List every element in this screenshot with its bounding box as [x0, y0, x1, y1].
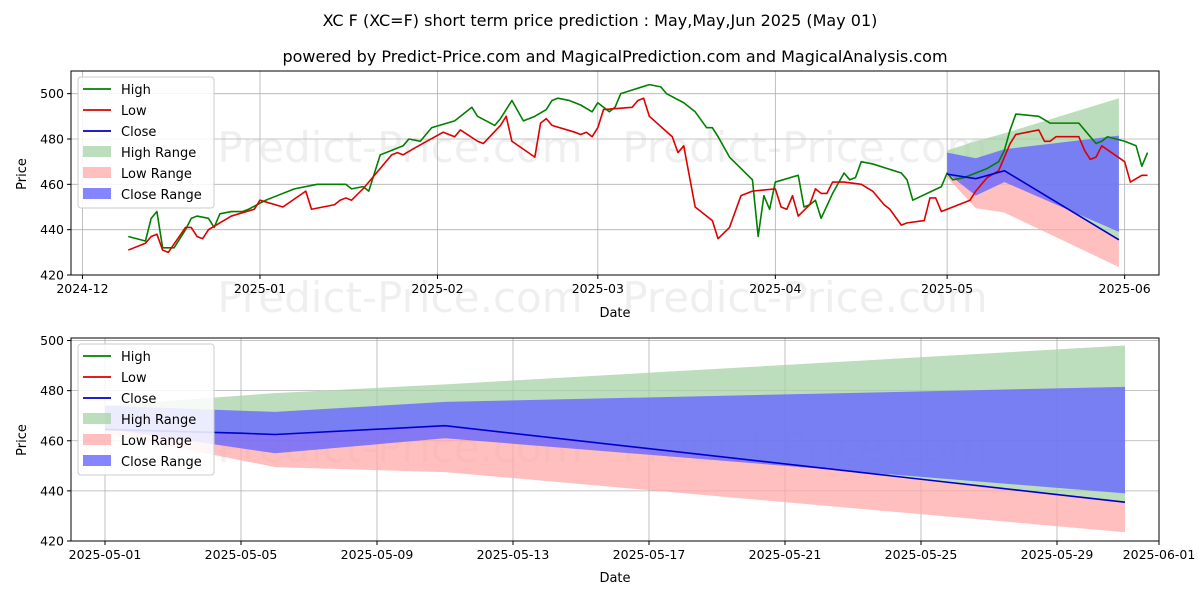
- low-range-area: [105, 425, 1125, 533]
- legend-label: Close: [121, 392, 156, 407]
- y-axis-label: Price: [15, 424, 30, 456]
- range-areas: [947, 98, 1119, 268]
- legend-swatch: [83, 146, 111, 157]
- legend-swatch: [83, 434, 111, 445]
- x-tick-label: 2025-05-17: [613, 547, 686, 562]
- x-tick-label: 2025-04: [749, 281, 801, 296]
- legend-label: Low Range: [121, 434, 192, 449]
- x-tick-label: 2025-05-13: [477, 547, 550, 562]
- x-axis-label: Date: [599, 306, 630, 321]
- watermark: Predict-Price.com: [622, 273, 987, 322]
- y-tick-label: 420: [40, 534, 64, 549]
- high-series-line: [128, 83, 1149, 249]
- legend-label: Close Range: [121, 188, 202, 203]
- legend-label: Low: [121, 371, 147, 386]
- series-lines: [127, 83, 1149, 254]
- low-series-line: [127, 97, 1148, 254]
- legend-swatch: [83, 188, 111, 199]
- legend-box: [77, 76, 215, 209]
- axis-ticks: 2025-05-01 2025-05-05 2025-05-09 2025-05-13…: [40, 333, 1195, 562]
- y-tick-label: 480: [40, 383, 64, 398]
- legend-swatch: [83, 455, 111, 466]
- x-tick-label: 2025-05: [921, 281, 973, 296]
- watermark: Predict-Price.com: [622, 123, 987, 172]
- legend-label: Low Range: [121, 167, 192, 182]
- x-tick-label: 2025-05-05: [205, 547, 278, 562]
- x-tick-label: 2025-02: [411, 281, 463, 296]
- close-range-area: [105, 386, 1125, 494]
- legend: High Low Close High Range Low Range Close Ran…: [77, 76, 215, 209]
- legend-swatch: [83, 167, 111, 178]
- y-tick-label: 460: [40, 177, 64, 192]
- low-range-area: [947, 170, 1119, 268]
- chart-subtitle: powered by Predict-Price.com and Magical…: [282, 47, 947, 66]
- legend-swatch: [83, 413, 111, 424]
- bottom-panel: Predict-Price.com Predict-Price.com 2025…: [15, 333, 1195, 586]
- x-tick-label: 2025-05-21: [749, 547, 822, 562]
- x-tick-label: 2025-05-25: [885, 547, 958, 562]
- y-tick-label: 460: [40, 433, 64, 448]
- y-tick-label: 420: [40, 268, 64, 283]
- legend-label: Close Range: [121, 455, 202, 470]
- x-tick-label: 2024-12: [56, 281, 108, 296]
- y-tick-label: 480: [40, 132, 64, 147]
- plot-frame: [70, 337, 1160, 542]
- plot-frame: [70, 70, 1160, 276]
- legend: High Low Close High Range Low Range Close Ran…: [77, 343, 215, 476]
- x-tick-label: 2025-01: [234, 281, 286, 296]
- y-tick-label: 440: [40, 483, 64, 498]
- x-axis-label: Date: [599, 571, 630, 586]
- range-areas: [105, 345, 1125, 533]
- chart-title: XC F (XC=F) short term price prediction …: [323, 11, 878, 30]
- y-tick-label: 500: [40, 333, 64, 348]
- legend-label: Close: [121, 125, 156, 140]
- x-tick-label: 2025-06: [1099, 281, 1151, 296]
- y-tick-label: 500: [40, 86, 64, 101]
- legend-label: Low: [121, 104, 147, 119]
- legend-label: High: [121, 350, 151, 365]
- legend-label: High Range: [121, 413, 196, 428]
- legend-box: [77, 343, 215, 476]
- x-tick-label: 2025-03: [572, 281, 624, 296]
- close-range-area: [947, 135, 1119, 232]
- legend-label: High Range: [121, 146, 196, 161]
- watermark: Predict-Price.com: [217, 273, 582, 322]
- axis-ticks: 2024-12 2025-01 2025-02 2025-03 2025-04 2025-…: [40, 86, 1151, 296]
- x-tick-label: 2025-05-29: [1021, 547, 1094, 562]
- y-tick-label: 440: [40, 222, 64, 237]
- y-axis-label: Price: [15, 158, 30, 190]
- x-tick-label: 2025-05-09: [341, 547, 414, 562]
- legend-label: High: [121, 83, 151, 98]
- close-series-line: [947, 169, 1120, 241]
- x-tick-label: 2025-05-01: [69, 547, 142, 562]
- x-tick-label: 2025-06-01: [1123, 547, 1196, 562]
- top-panel: Predict-Price.com Predict-Price.com Pred…: [15, 70, 1160, 322]
